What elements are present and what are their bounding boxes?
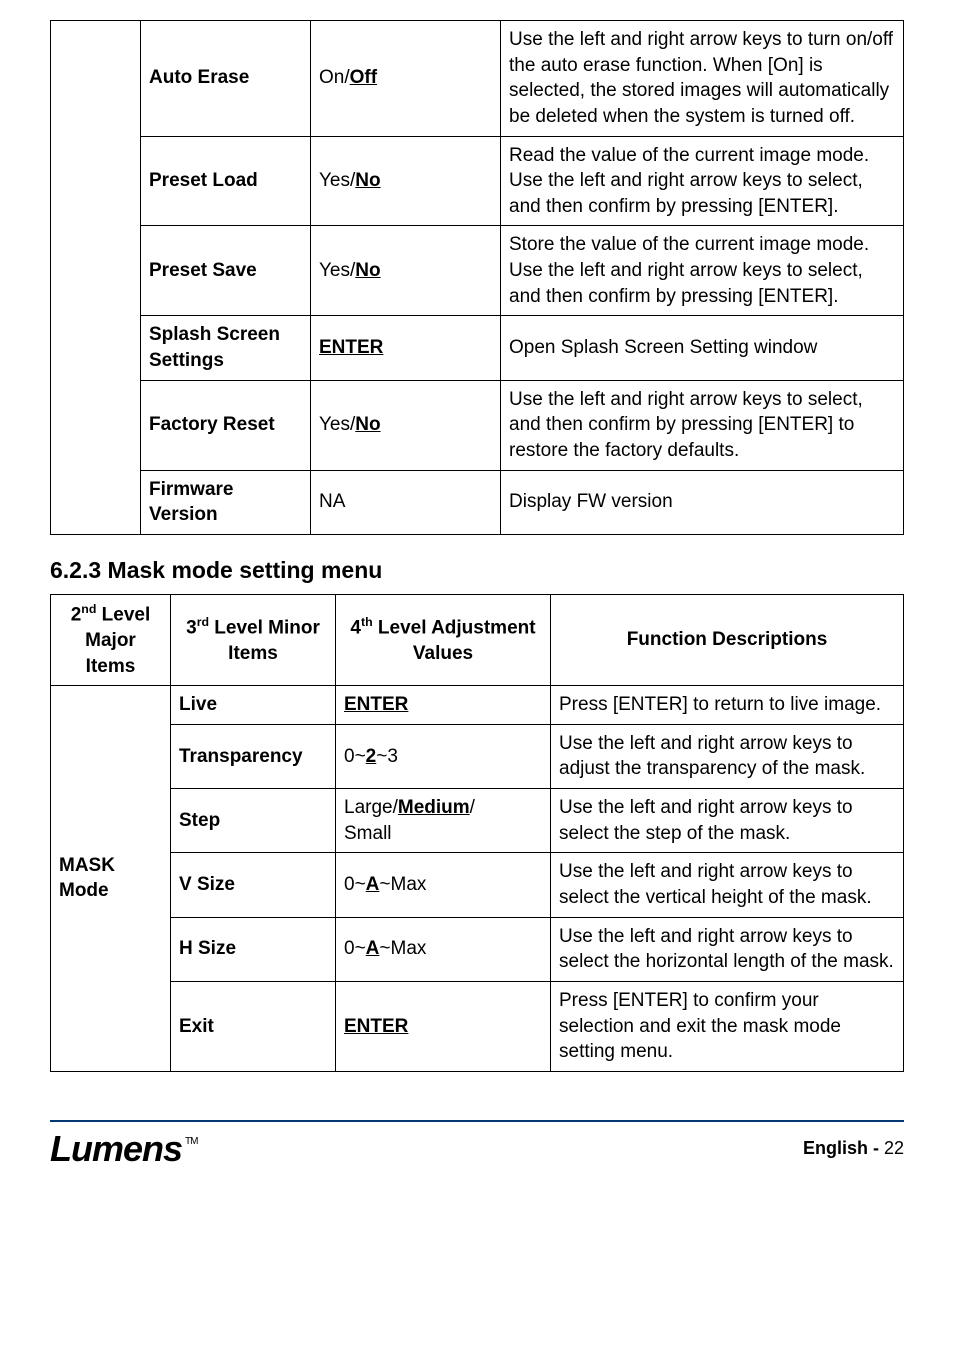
row-name-cell: Factory Reset bbox=[141, 380, 311, 470]
row-name-cell: Firmware Version bbox=[141, 470, 311, 534]
row-value-cell: 0~A~Max bbox=[336, 917, 551, 981]
row-desc-cell: Use the left and right arrow keys to sel… bbox=[501, 380, 904, 470]
row-value-cell: Yes/No bbox=[311, 226, 501, 316]
row-desc-cell: Display FW version bbox=[501, 470, 904, 534]
row-name-cell: Splash Screen Settings bbox=[141, 316, 311, 380]
value-underline: ENTER bbox=[344, 1016, 408, 1037]
value-pre: Yes/ bbox=[319, 414, 355, 435]
value-pre: 0~ bbox=[344, 874, 366, 895]
h2-sup: rd bbox=[197, 615, 209, 629]
row-name-cell: H Size bbox=[171, 917, 336, 981]
value-underline: Medium bbox=[398, 797, 470, 818]
h2-post: Level Minor Items bbox=[209, 617, 320, 664]
row-value-cell: ENTER bbox=[311, 316, 501, 380]
header-cell-2: 3rd Level Minor Items bbox=[171, 594, 336, 685]
row-name-cell: Transparency bbox=[171, 724, 336, 788]
value-pre: NA bbox=[319, 491, 345, 512]
row-value-cell: Yes/No bbox=[311, 380, 501, 470]
header-cell-3: 4th Level Adjustment Values bbox=[336, 594, 551, 685]
value-underline: Off bbox=[350, 67, 377, 88]
row-desc-cell: Open Splash Screen Setting window bbox=[501, 316, 904, 380]
row-desc-cell: Use the left and right arrow keys to adj… bbox=[551, 724, 904, 788]
row-name-cell: Exit bbox=[171, 981, 336, 1071]
logo-text: LumensTM bbox=[50, 1128, 194, 1170]
footer-lang: English bbox=[803, 1138, 868, 1158]
value-underline: No bbox=[355, 414, 380, 435]
logo: LumensTM bbox=[50, 1128, 194, 1170]
logo-name: Lumens bbox=[50, 1128, 182, 1169]
h3-post: Level Adjustment Values bbox=[373, 617, 536, 664]
header-cell-4: Function Descriptions bbox=[551, 594, 904, 685]
value-pre: Yes/ bbox=[319, 260, 355, 281]
h3-pre: 4 bbox=[350, 617, 361, 638]
major-item-cell: MASK Mode bbox=[51, 686, 171, 1072]
settings-table-1: Auto Erase On/Off Use the left and right… bbox=[50, 20, 904, 535]
row-value-cell: ENTER bbox=[336, 981, 551, 1071]
value-pre: On/ bbox=[319, 67, 350, 88]
value-underline: ENTER bbox=[319, 337, 383, 358]
value-post: ~3 bbox=[376, 746, 398, 767]
footer: LumensTM English - 22 bbox=[50, 1120, 904, 1170]
h2-pre: 3 bbox=[186, 617, 197, 638]
h1-pre: 2 bbox=[71, 604, 82, 625]
value-underline: No bbox=[355, 170, 380, 191]
row-value-cell: NA bbox=[311, 470, 501, 534]
h3-sup: th bbox=[361, 615, 373, 629]
row-desc-cell: Use the left and right arrow keys to sel… bbox=[551, 917, 904, 981]
footer-page: 22 bbox=[884, 1138, 904, 1158]
blank-major-cell bbox=[51, 21, 141, 535]
row-value-cell: Large/Medium/ Small bbox=[336, 789, 551, 853]
row-name-cell: Preset Load bbox=[141, 136, 311, 226]
value-post: ~Max bbox=[379, 874, 426, 895]
row-name-cell: Step bbox=[171, 789, 336, 853]
mask-mode-table: 2nd Level Major Items 3rd Level Minor It… bbox=[50, 594, 904, 1072]
row-name-cell: V Size bbox=[171, 853, 336, 917]
row-desc-cell: Read the value of the current image mode… bbox=[501, 136, 904, 226]
value-underline: ENTER bbox=[344, 694, 408, 715]
row-desc-cell: Use the left and right arrow keys to sel… bbox=[551, 853, 904, 917]
row-name-cell: Auto Erase bbox=[141, 21, 311, 137]
row-value-cell: 0~A~Max bbox=[336, 853, 551, 917]
row-desc-cell: Use the left and right arrow keys to tur… bbox=[501, 21, 904, 137]
header-cell-1: 2nd Level Major Items bbox=[51, 594, 171, 685]
row-value-cell: ENTER bbox=[336, 686, 551, 725]
row-value-cell: Yes/No bbox=[311, 136, 501, 226]
row-desc-cell: Press [ENTER] to return to live image. bbox=[551, 686, 904, 725]
value-underline: A bbox=[366, 874, 380, 895]
row-name-cell: Preset Save bbox=[141, 226, 311, 316]
row-desc-cell: Press [ENTER] to confirm your selection … bbox=[551, 981, 904, 1071]
value-underline: 2 bbox=[366, 746, 377, 767]
row-desc-cell: Store the value of the current image mod… bbox=[501, 226, 904, 316]
row-value-cell: 0~2~3 bbox=[336, 724, 551, 788]
logo-tm: TM bbox=[185, 1136, 197, 1147]
page-number: English - 22 bbox=[803, 1138, 904, 1159]
footer-sep: - bbox=[868, 1138, 884, 1158]
row-value-cell: On/Off bbox=[311, 21, 501, 137]
value-pre: Large/ bbox=[344, 797, 398, 818]
section-heading: 6.2.3 Mask mode setting menu bbox=[50, 557, 904, 584]
h1-sup: nd bbox=[81, 602, 96, 616]
value-pre: 0~ bbox=[344, 746, 366, 767]
row-desc-cell: Use the left and right arrow keys to sel… bbox=[551, 789, 904, 853]
row-name-cell: Live bbox=[171, 686, 336, 725]
value-post: ~Max bbox=[379, 938, 426, 959]
value-underline: A bbox=[366, 938, 380, 959]
value-pre: Yes/ bbox=[319, 170, 355, 191]
value-pre: 0~ bbox=[344, 938, 366, 959]
value-underline: No bbox=[355, 260, 380, 281]
